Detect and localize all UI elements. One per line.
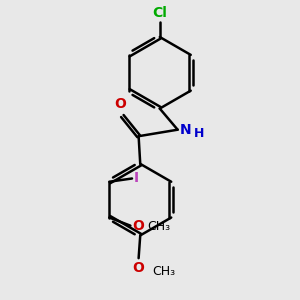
Text: Cl: Cl	[152, 6, 167, 20]
Text: H: H	[194, 127, 204, 140]
Text: O: O	[114, 97, 126, 111]
Text: O: O	[132, 219, 144, 233]
Text: CH₃: CH₃	[147, 220, 170, 233]
Text: O: O	[133, 261, 145, 275]
Text: N: N	[180, 123, 192, 137]
Text: CH₃: CH₃	[152, 265, 176, 278]
Text: I: I	[134, 172, 139, 185]
